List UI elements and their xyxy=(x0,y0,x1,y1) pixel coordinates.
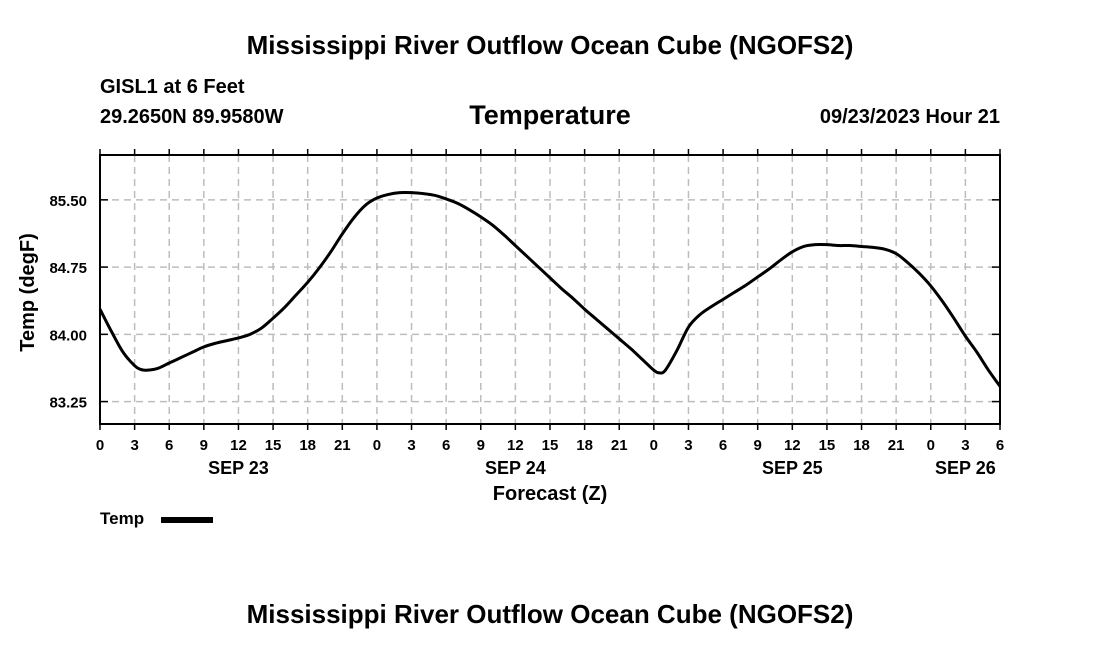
axis-labels: 0 3 6 9 12 15 18 21 0 3 6 9 12 15 18 21 0 3 6 9 12 15 18 21 0 3 6 8… xyxy=(49,193,1004,478)
y-axis-title: Temp (degF) xyxy=(17,233,39,352)
series-layer xyxy=(98,190,1002,388)
date-label: SEP 23 xyxy=(208,458,269,478)
x-tick-label: 18 xyxy=(853,437,870,454)
x-tick-label: 0 xyxy=(373,437,381,454)
x-tick-label: 3 xyxy=(961,437,969,454)
x-tick-label: 3 xyxy=(130,437,138,454)
x-tick-label: 6 xyxy=(442,437,450,454)
y-tick-label: 83.25 xyxy=(49,395,87,412)
x-tick-label: 12 xyxy=(230,437,247,454)
x-tick-label: 21 xyxy=(611,437,628,454)
x-tick-label: 0 xyxy=(650,437,658,454)
x-tick-label: 3 xyxy=(684,437,692,454)
date-label: SEP 25 xyxy=(762,458,823,478)
y-tick-label: 84.00 xyxy=(49,327,87,344)
x-tick-label: 6 xyxy=(719,437,727,454)
x-tick-label: 15 xyxy=(542,437,559,454)
station-label: GISL1 at 6 Feet xyxy=(100,76,245,98)
x-tick-label: 9 xyxy=(477,437,485,454)
x-tick-label: 18 xyxy=(299,437,316,454)
date-label: SEP 26 xyxy=(935,458,996,478)
x-tick-label: 15 xyxy=(819,437,836,454)
x-tick-label: 18 xyxy=(576,437,593,454)
station-coordinates: 29.2650N 89.9580W xyxy=(100,106,284,128)
x-tick-label: 21 xyxy=(888,437,905,454)
x-tick-label: 3 xyxy=(407,437,415,454)
legend-line-swatch xyxy=(161,517,213,523)
x-tick-label: 0 xyxy=(96,437,104,454)
footer-title: Mississippi River Outflow Ocean Cube (NG… xyxy=(246,599,854,629)
plot-frame xyxy=(99,154,1001,425)
x-tick-label: 0 xyxy=(927,437,935,454)
x-tick-label: 9 xyxy=(754,437,762,454)
x-tick-label: 15 xyxy=(265,437,282,454)
grid xyxy=(100,155,1000,424)
x-tick-label: 9 xyxy=(200,437,208,454)
y-tick-label: 85.50 xyxy=(49,193,87,210)
x-tick-label: 12 xyxy=(507,437,524,454)
x-tick-label: 6 xyxy=(996,437,1004,454)
x-tick-label: 21 xyxy=(334,437,351,454)
date-label: SEP 24 xyxy=(485,458,546,478)
chart-title: Mississippi River Outflow Ocean Cube (NG… xyxy=(246,30,854,60)
x-tick-label: 12 xyxy=(784,437,801,454)
legend-label: Temp xyxy=(100,509,145,528)
variable-title: Temperature xyxy=(469,100,631,130)
x-axis-title: Forecast (Z) xyxy=(493,483,607,505)
x-tick-label: 6 xyxy=(165,437,173,454)
series-line-temp xyxy=(98,190,1002,388)
forecast-datetime: 09/23/2023 Hour 21 xyxy=(819,106,1000,128)
y-tick-label: 84.75 xyxy=(49,260,87,277)
